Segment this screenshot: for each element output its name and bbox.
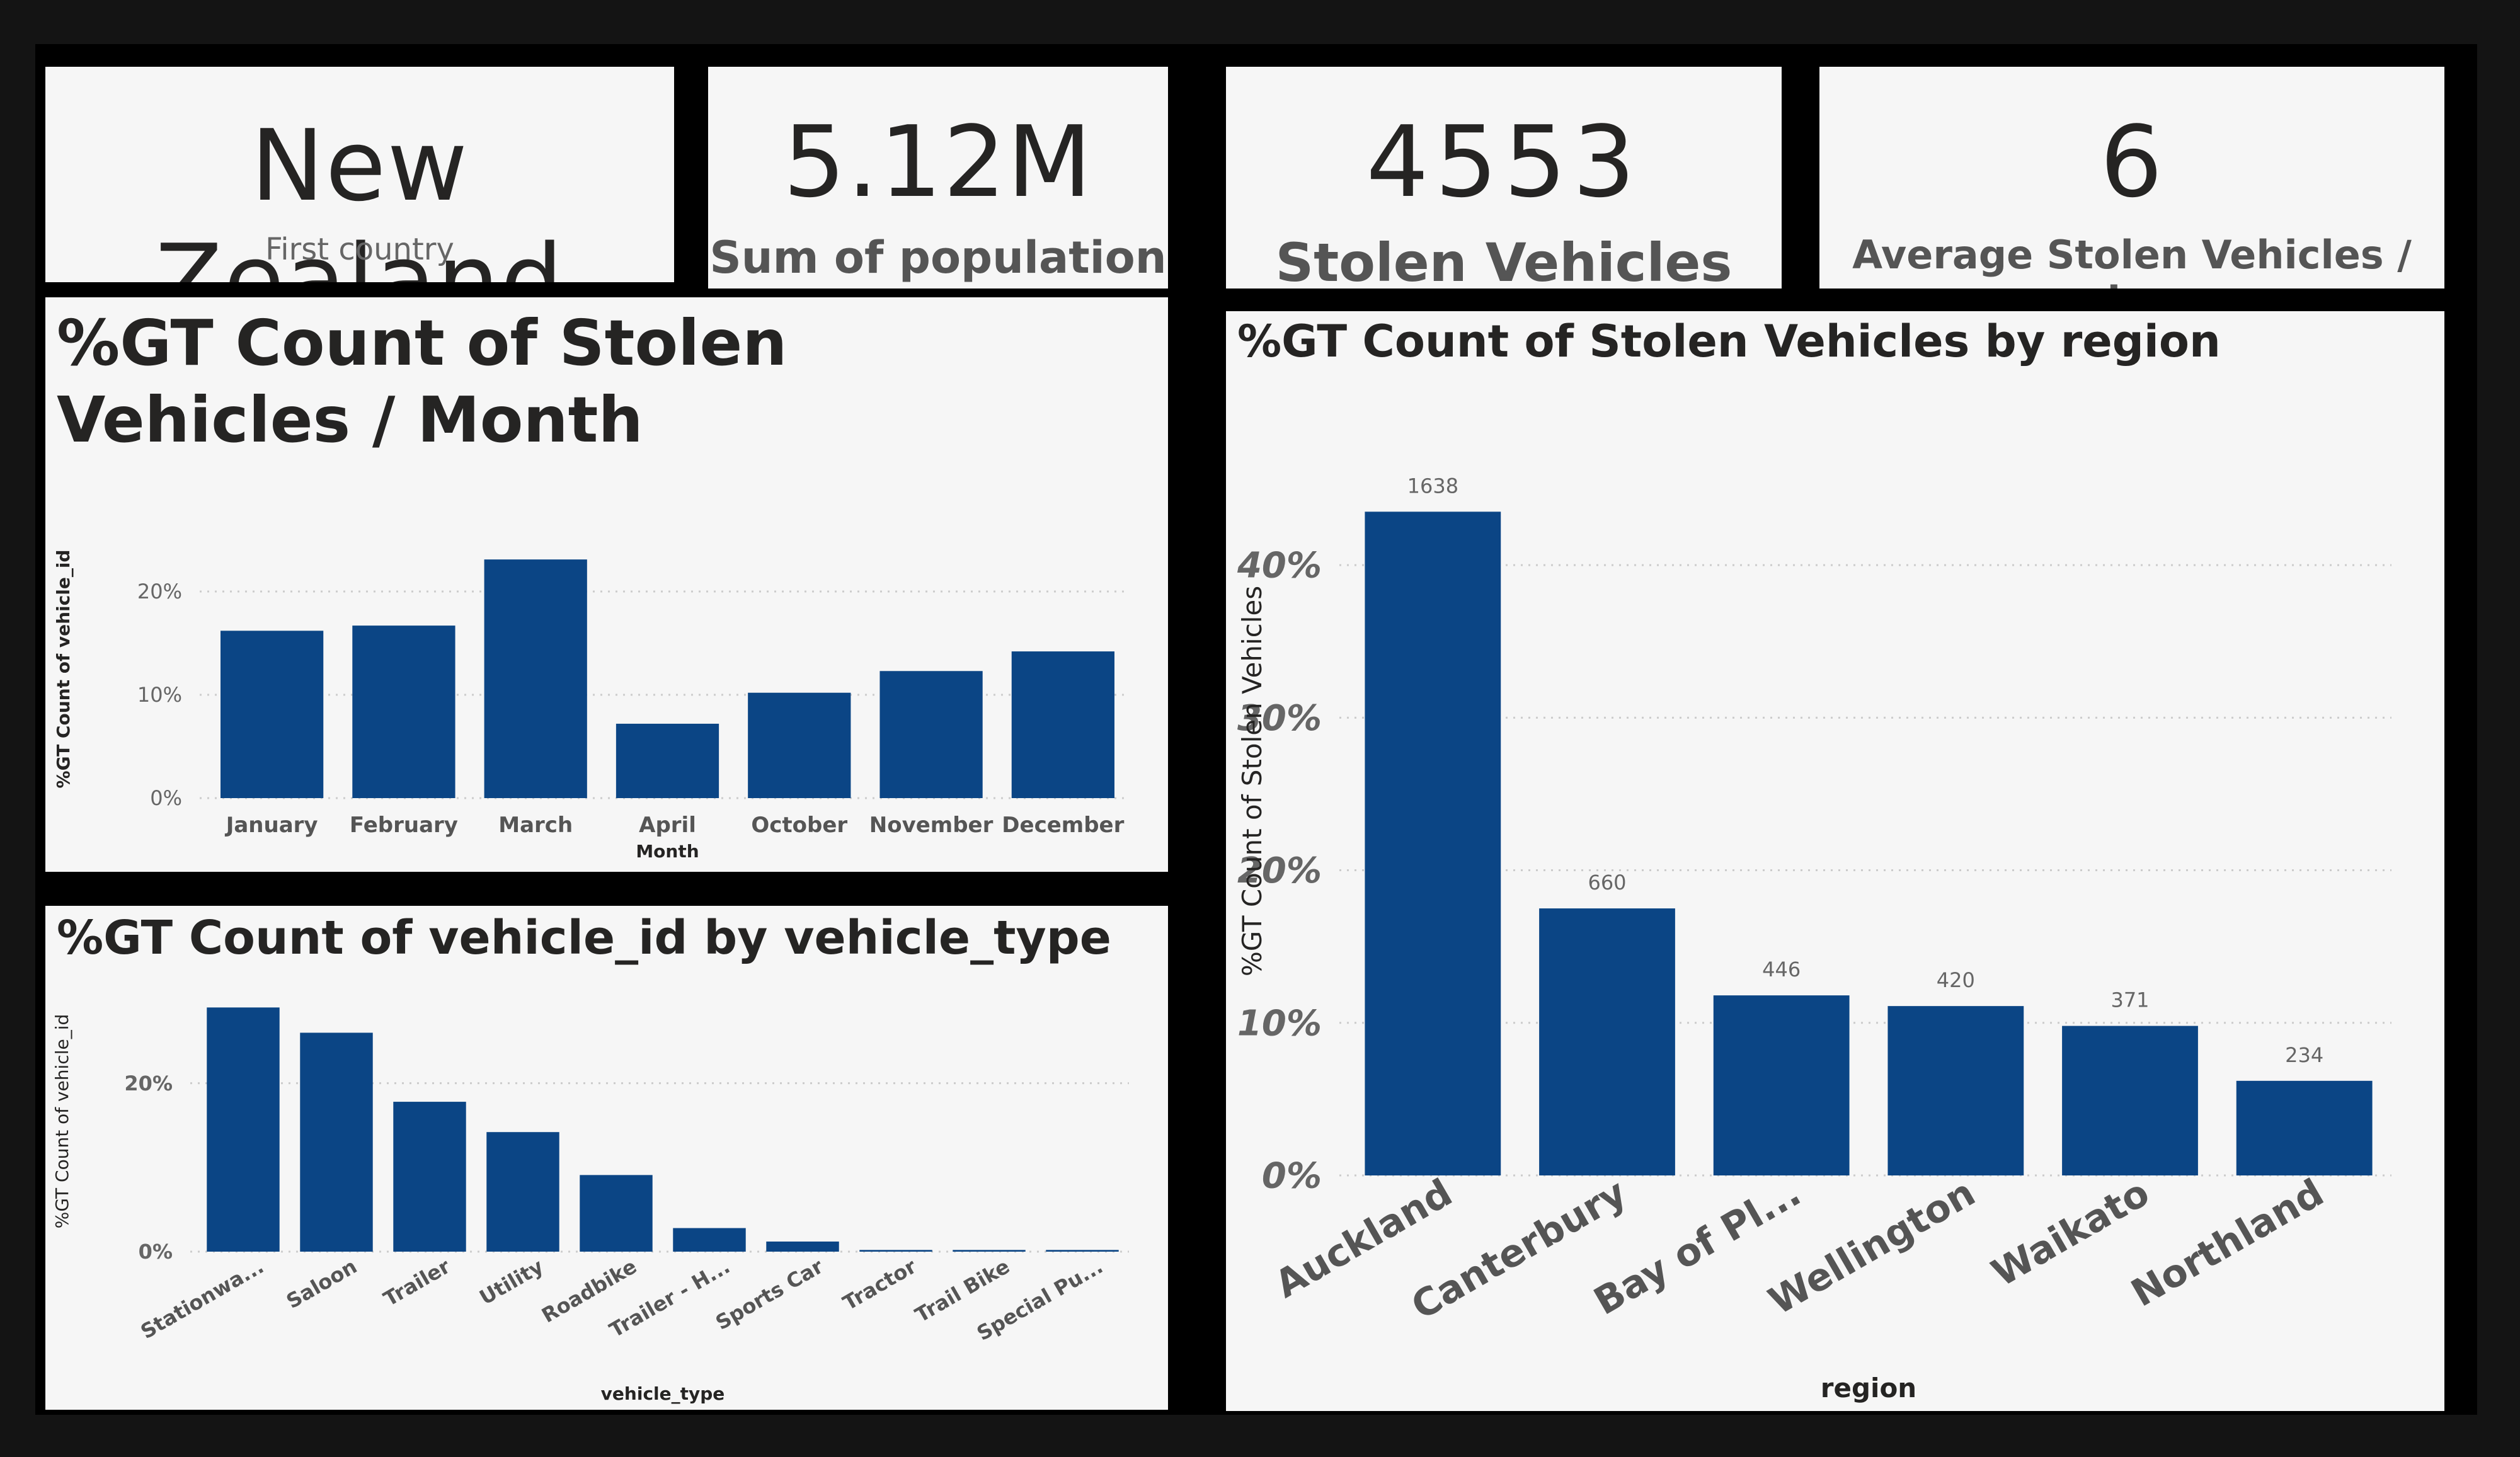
data-label: 1638 xyxy=(1407,474,1458,498)
x-category-label: April xyxy=(639,813,696,838)
y-tick-label: 20% xyxy=(1237,850,1322,891)
data-label: 371 xyxy=(2110,988,2149,1012)
kpi-card-per-day[interactable]: 6 Average Stolen Vehicles / day xyxy=(1819,67,2444,289)
bar-trailer-h- xyxy=(673,1228,746,1252)
bar-tractor xyxy=(859,1250,932,1252)
kpi-population-label: Sum of population xyxy=(709,232,1167,283)
x-category-label: February xyxy=(350,813,458,838)
x-axis-title: vehicle_type xyxy=(601,1383,725,1404)
bar-february xyxy=(352,626,455,798)
bar-october xyxy=(748,692,851,798)
y-tick-label: 10% xyxy=(1237,1003,1322,1044)
x-category-label: Utility xyxy=(475,1254,547,1310)
x-axis-title: Month xyxy=(636,841,699,862)
x-axis-title: region xyxy=(1821,1373,1916,1403)
month-chart-card[interactable]: %GT Count of Stolen Vehicles / Month 0% 1… xyxy=(45,297,1168,872)
bar-wellington xyxy=(1887,1006,2024,1175)
kpi-country-label: First country xyxy=(265,232,454,267)
kpi-population-value: 5.12M xyxy=(783,105,1093,219)
kpi-card-stolen[interactable]: 4553 Stolen Vehicles xyxy=(1226,67,1782,289)
x-category-label: December xyxy=(1002,813,1124,838)
x-category-label: Northland xyxy=(2124,1170,2331,1315)
y-tick-label: 0% xyxy=(139,1240,173,1264)
bar-trailer xyxy=(393,1102,466,1252)
bar-auckland xyxy=(1365,511,1501,1175)
kpi-stolen-label: Stolen Vehicles xyxy=(1275,232,1732,289)
y-tick-label: 0% xyxy=(150,786,182,810)
vehicle-type-bar-chart: 0%20%Stationwa... Saloon Trailer UtilityRoa… xyxy=(52,1007,1129,1404)
region-chart-card[interactable]: %GT Count of Stolen Vehicles by region 0… xyxy=(1226,311,2444,1411)
vehicle-type-chart-title: %GT Count of vehicle_id by vehicle_type xyxy=(57,911,1111,965)
vehicle-type-chart-card[interactable]: %GT Count of vehicle_id by vehicle_type … xyxy=(45,906,1168,1410)
x-category-label: November xyxy=(869,813,994,838)
bar-january xyxy=(220,631,324,798)
data-label: 446 xyxy=(1762,957,1801,981)
data-label: 234 xyxy=(2285,1043,2323,1067)
region-chart-title: %GT Count of Stolen Vehicles by region xyxy=(1237,316,2221,367)
y-axis-title: %GT Count of vehicle_id xyxy=(52,1014,72,1229)
y-tick-label: 40% xyxy=(1237,546,1322,586)
bar-roadbike xyxy=(580,1175,653,1252)
x-category-label: Trailer xyxy=(379,1254,454,1311)
kpi-card-country[interactable]: New Zealand First country xyxy=(45,67,674,282)
bar-bay-of-pl- xyxy=(1713,995,1850,1175)
bar-november xyxy=(879,671,983,798)
y-tick-label: 20% xyxy=(124,1071,173,1095)
x-category-label: Stationwa... xyxy=(137,1254,268,1344)
bar-northland xyxy=(2236,1080,2373,1175)
region-bar-chart: 0%10%20%30%40%1638Auckland660Canterbury4… xyxy=(1237,474,2391,1403)
x-category-label: Saloon xyxy=(282,1254,361,1313)
x-category-label: March xyxy=(498,813,573,838)
month-bar-chart: 0% 10% 20% January February March April October… xyxy=(53,550,1129,862)
kpi-country-value: New Zealand xyxy=(155,108,564,282)
kpi-stolen-value: 4553 xyxy=(1366,105,1642,219)
bar-stationwa- xyxy=(207,1007,280,1252)
bar-saloon xyxy=(300,1032,373,1252)
bar-trail-bike xyxy=(953,1250,1026,1252)
x-category-label: January xyxy=(225,813,318,838)
x-category-label: Tractor xyxy=(839,1254,920,1315)
bar-december xyxy=(1011,651,1114,798)
bar-special-pu- xyxy=(1046,1250,1119,1252)
y-tick-label: 0% xyxy=(1262,1156,1322,1197)
y-axis-title: %GT Count of Stolen Vehicles xyxy=(1237,586,1268,976)
bar-canterbury xyxy=(1539,908,1675,1175)
y-axis-title: %GT Count of vehicle_id xyxy=(53,550,74,789)
y-tick-label: 20% xyxy=(137,580,182,603)
data-label: 420 xyxy=(1937,968,1975,992)
bar-waikato xyxy=(2062,1026,2198,1175)
y-tick-label: 30% xyxy=(1237,698,1322,739)
bar-march xyxy=(484,559,587,798)
data-label: 660 xyxy=(1588,871,1626,894)
y-tick-label: 10% xyxy=(137,683,182,707)
kpi-per-day-label: Average Stolen Vehicles / day xyxy=(1852,232,2412,289)
bar-april xyxy=(616,723,719,798)
bar-sports-car xyxy=(766,1241,839,1252)
kpi-per-day-value: 6 xyxy=(2100,105,2164,219)
month-chart-title: %GT Count of Stolen Vehicles / Month xyxy=(57,306,788,457)
kpi-card-population[interactable]: 5.12M Sum of population xyxy=(708,67,1168,289)
bar-utility xyxy=(486,1132,559,1252)
x-category-label: October xyxy=(751,813,847,838)
